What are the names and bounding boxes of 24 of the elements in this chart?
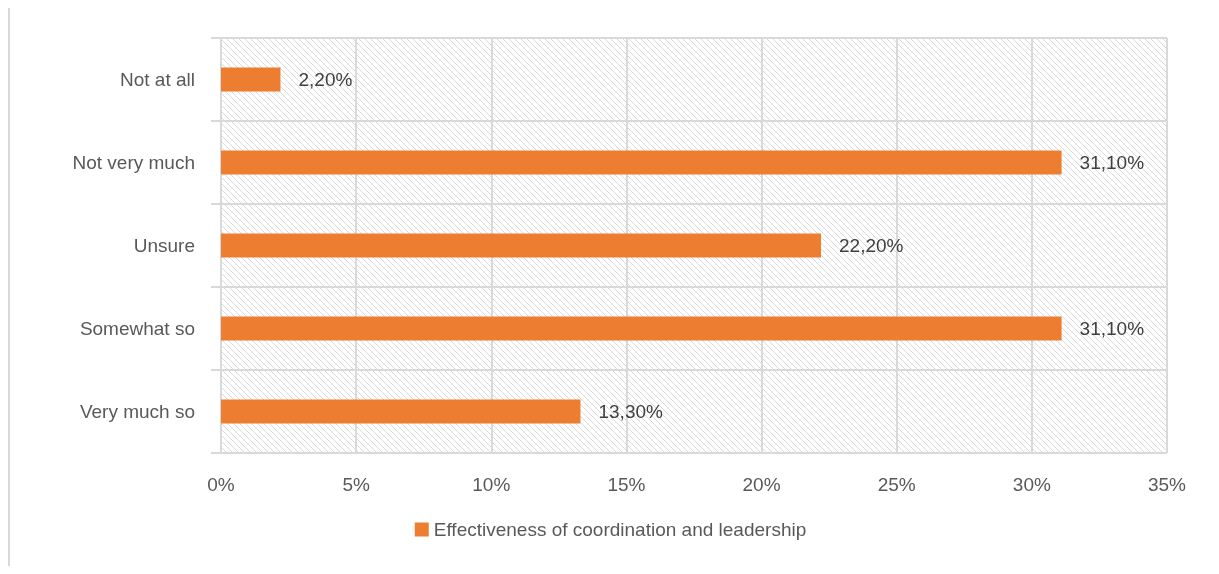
data-label: 22,20%: [839, 235, 904, 256]
x-tick-label: 0%: [207, 474, 235, 495]
x-tick-label: 15%: [607, 474, 646, 495]
x-tick-label: 35%: [1147, 474, 1187, 495]
x-tick-label: 20%: [742, 474, 781, 495]
x-tick-label: 30%: [1012, 474, 1051, 495]
legend-label: Effectiveness of coordination and leadership: [433, 519, 807, 540]
data-label: 2,20%: [298, 69, 353, 90]
data-label: 31,10%: [1079, 152, 1145, 173]
bar: [221, 399, 581, 424]
y-tick-label: Not very much: [72, 152, 195, 173]
y-tick-label: Unsure: [133, 235, 195, 256]
data-label: 13,30%: [598, 401, 664, 422]
y-tick-label: Not at all: [120, 69, 195, 90]
y-tick-label: Very much so: [79, 401, 195, 422]
bar: [221, 316, 1062, 341]
bar: [221, 233, 822, 258]
x-tick-label: 25%: [877, 474, 916, 495]
bar: [221, 67, 281, 92]
data-label: 31,10%: [1079, 318, 1145, 339]
x-tick-label: 10%: [472, 474, 511, 495]
y-tick-label: Somewhat so: [79, 318, 195, 339]
x-tick-label: 5%: [342, 474, 370, 495]
bar: [221, 150, 1062, 175]
